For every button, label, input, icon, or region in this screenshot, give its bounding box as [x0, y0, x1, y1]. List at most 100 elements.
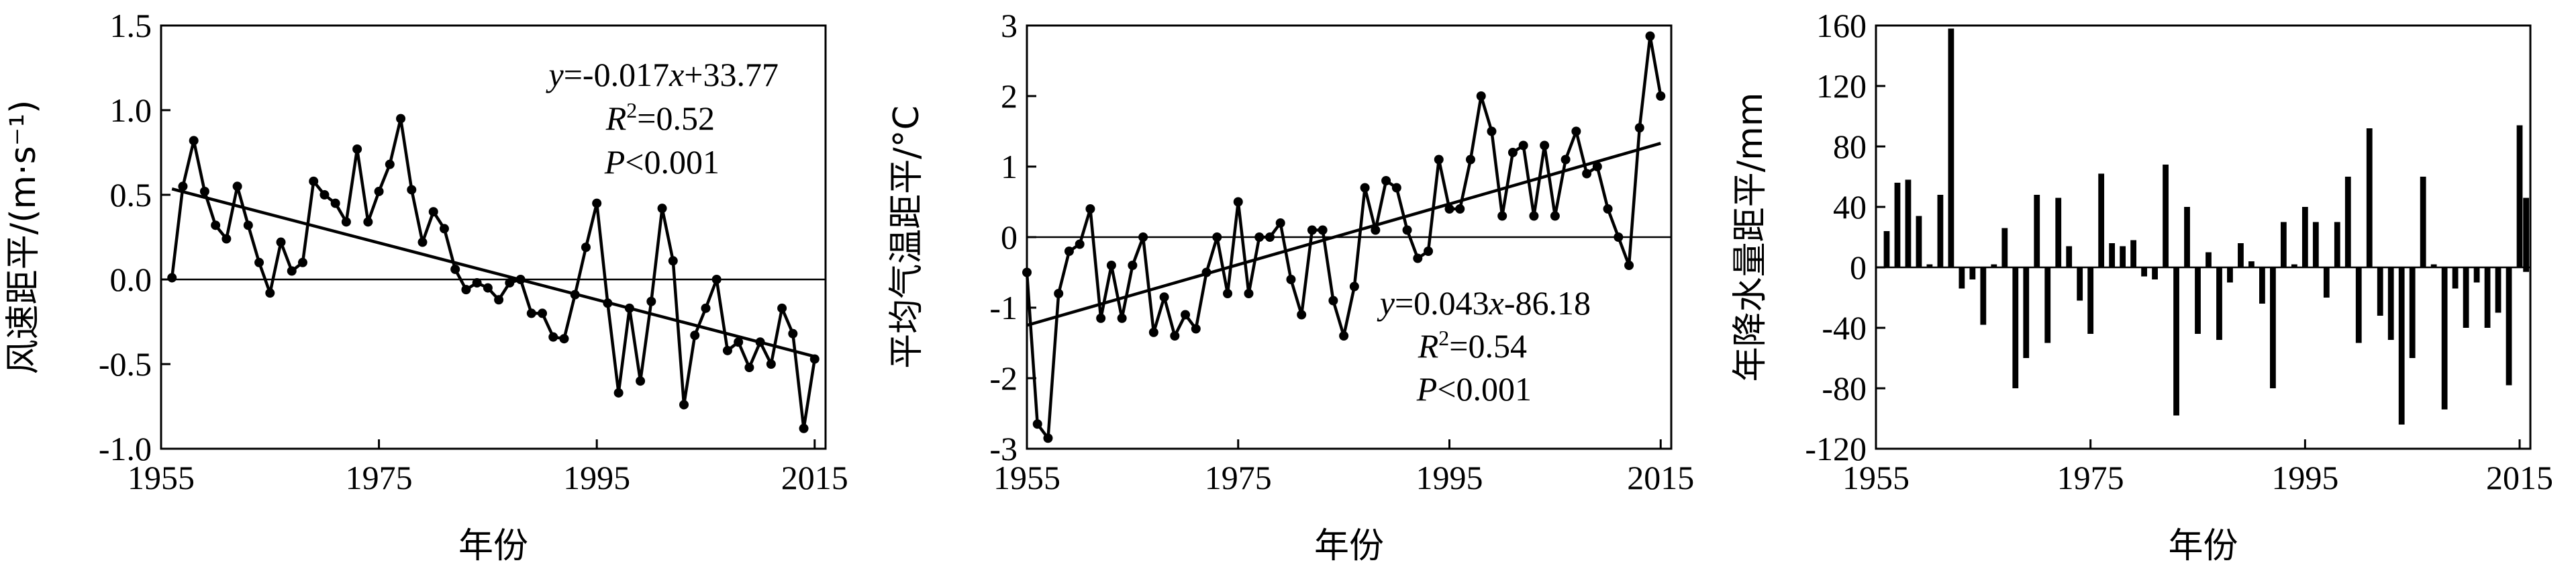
data-point	[1592, 162, 1602, 171]
data-point	[1085, 204, 1095, 214]
data-point	[1507, 148, 1518, 157]
y-tick-label: 80	[1833, 128, 1867, 165]
bar	[2344, 177, 2351, 267]
data-point	[1265, 232, 1275, 242]
bar	[1980, 267, 1987, 325]
data-point	[766, 359, 776, 369]
p-value-label: P<0.001	[1416, 370, 1532, 408]
data-point	[799, 423, 809, 433]
y-tick-label: 1	[1001, 148, 1018, 185]
x-tick-label: 1975	[2057, 459, 2124, 496]
data-point	[276, 237, 286, 247]
data-point	[1148, 327, 1158, 337]
data-point	[1465, 155, 1475, 165]
x-axis-label: 年份	[458, 526, 528, 566]
y-tick-label: 1.5	[110, 7, 152, 44]
data-point	[657, 204, 667, 214]
bar	[2452, 267, 2459, 289]
data-point	[1286, 275, 1296, 284]
bar	[2506, 267, 2512, 386]
data-point	[1444, 204, 1454, 214]
bar	[2098, 173, 2105, 267]
data-point	[189, 136, 199, 146]
data-point	[417, 237, 428, 247]
equation-part: +33.77	[684, 56, 779, 93]
data-point	[526, 308, 536, 318]
y-tick-label: 0	[1850, 249, 1867, 286]
p-value: <0.001	[625, 143, 720, 181]
data-point	[1455, 204, 1465, 214]
bar	[2109, 243, 2116, 267]
y-tick-label: 0.5	[110, 176, 152, 214]
x-tick-label: 2015	[781, 459, 848, 496]
x-tick-label: 1955	[128, 459, 195, 496]
data-point	[538, 308, 548, 318]
data-point	[199, 186, 209, 196]
equation-part: -86.18	[1504, 284, 1591, 322]
bar	[1883, 231, 1890, 267]
r2-superscript: 2	[1438, 326, 1449, 350]
data-point	[1159, 292, 1169, 302]
r-squared-label: R2=0.54	[1418, 326, 1527, 365]
regression-equation: y=-0.017x+33.77	[546, 56, 779, 93]
data-point	[330, 198, 340, 208]
data-point	[483, 283, 493, 293]
bar	[1905, 179, 1912, 267]
x-tick-label: 1975	[346, 459, 413, 496]
data-point	[319, 190, 330, 200]
data-point	[809, 354, 820, 364]
bar	[2366, 128, 2373, 267]
data-point	[1424, 247, 1434, 256]
equation-part: x	[668, 56, 684, 93]
y-tick-label: -1	[989, 289, 1018, 326]
r-squared-label: R2=0.52	[605, 98, 715, 137]
x-tick-label: 1955	[993, 459, 1060, 496]
x-tick-label: 2015	[2486, 459, 2553, 496]
data-point	[287, 266, 297, 276]
y-tick-label: 1.0	[110, 91, 152, 129]
bar	[2216, 267, 2222, 340]
data-point	[352, 144, 362, 154]
bar	[2077, 267, 2083, 301]
data-point	[1603, 204, 1613, 214]
x-axis-label: 年份	[2168, 526, 2238, 566]
data-point	[1233, 197, 1243, 207]
data-point	[450, 264, 460, 274]
data-point	[1043, 433, 1053, 443]
data-point	[1391, 183, 1401, 193]
p-letter: P	[604, 143, 626, 181]
data-point	[505, 278, 515, 288]
data-point	[734, 337, 744, 347]
data-point	[1244, 289, 1254, 298]
bar	[2387, 267, 2394, 340]
data-point	[690, 331, 700, 341]
data-point	[1656, 91, 1666, 101]
data-point	[1550, 211, 1560, 221]
equation-part: y	[1377, 284, 1395, 322]
data-point	[254, 257, 264, 267]
x-axis-label: 年份	[1314, 526, 1384, 566]
data-point	[1138, 232, 1148, 242]
y-tick-label: -2	[989, 359, 1018, 397]
x-tick-label: 2015	[1627, 459, 1694, 496]
precipitation-anomaly-chart: -120 -80 -40 0 40 80 120 160 1955 1975 1995 2015 年份 年…	[1730, 7, 2553, 566]
data-point	[385, 159, 395, 169]
bar	[1937, 195, 1944, 267]
bar	[2495, 267, 2501, 313]
bar	[2398, 267, 2405, 425]
data-point	[1540, 140, 1550, 150]
y-tick-label: -120	[1805, 430, 1867, 468]
data-point	[178, 181, 188, 191]
data-point	[515, 275, 526, 284]
bar	[2473, 267, 2480, 283]
data-point	[1487, 126, 1497, 136]
bar	[1926, 264, 1933, 267]
bar	[2291, 264, 2297, 267]
data-point	[581, 243, 591, 253]
bar	[2152, 267, 2158, 279]
bar	[2066, 246, 2073, 267]
data-point	[1297, 310, 1307, 320]
data-point	[1634, 123, 1644, 133]
bar	[2280, 222, 2287, 267]
